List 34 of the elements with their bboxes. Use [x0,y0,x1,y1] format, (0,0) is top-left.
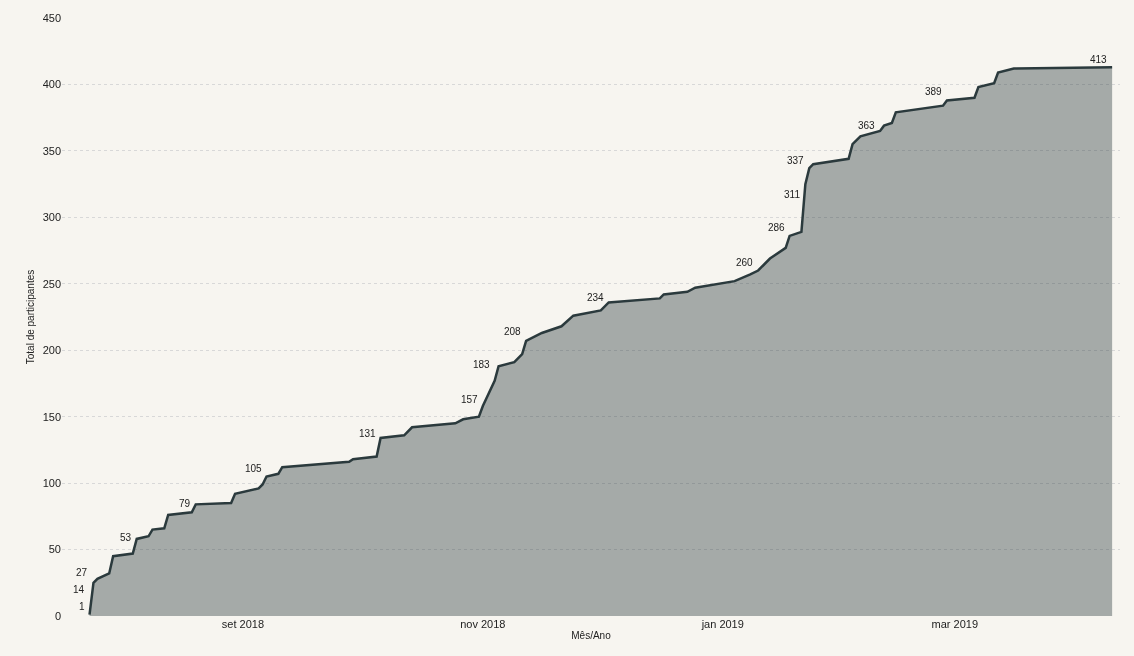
annotation: 27 [76,567,88,578]
y-axis-title: Total de participantes [24,269,36,365]
annotation: 286 [768,222,786,233]
annotation: 311 [784,189,801,200]
annotation: 14 [73,584,85,595]
annotation: 157 [461,394,479,405]
x-tick-label: jan 2019 [700,618,744,630]
annotation: 389 [925,86,943,97]
annotation: 79 [179,498,191,509]
annotation: 260 [736,257,754,268]
x-axis-title: Mês/Ano [571,629,612,641]
y-tick-label: 450 [42,11,61,24]
y-tick-label: 350 [42,144,61,157]
y-tick-label: 0 [54,609,61,622]
y-tick-label: 400 [42,78,61,91]
y-tick-label: 100 [42,476,61,489]
annotation: 337 [787,155,805,166]
x-tick-label: nov 2018 [460,618,506,630]
annotation: 53 [120,532,132,543]
annotation: 1 [79,601,85,612]
y-tick-label: 300 [42,211,61,224]
annotation: 183 [473,359,491,370]
x-tick-label: set 2018 [221,618,265,630]
y-tick-label: 200 [42,344,61,357]
annotation: 234 [587,292,605,303]
y-tick-label: 150 [42,410,61,423]
annotation: 105 [245,463,263,474]
x-tick-label: mar 2019 [931,618,979,630]
y-tick-label: 50 [48,543,61,556]
annotation: 208 [504,326,522,337]
annotation: 363 [858,120,876,131]
annotation: 131 [359,428,377,439]
y-tick-label: 250 [42,277,61,290]
annotation: 413 [1090,54,1108,65]
